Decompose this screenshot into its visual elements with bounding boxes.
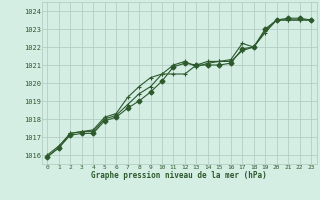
- X-axis label: Graphe pression niveau de la mer (hPa): Graphe pression niveau de la mer (hPa): [91, 171, 267, 180]
